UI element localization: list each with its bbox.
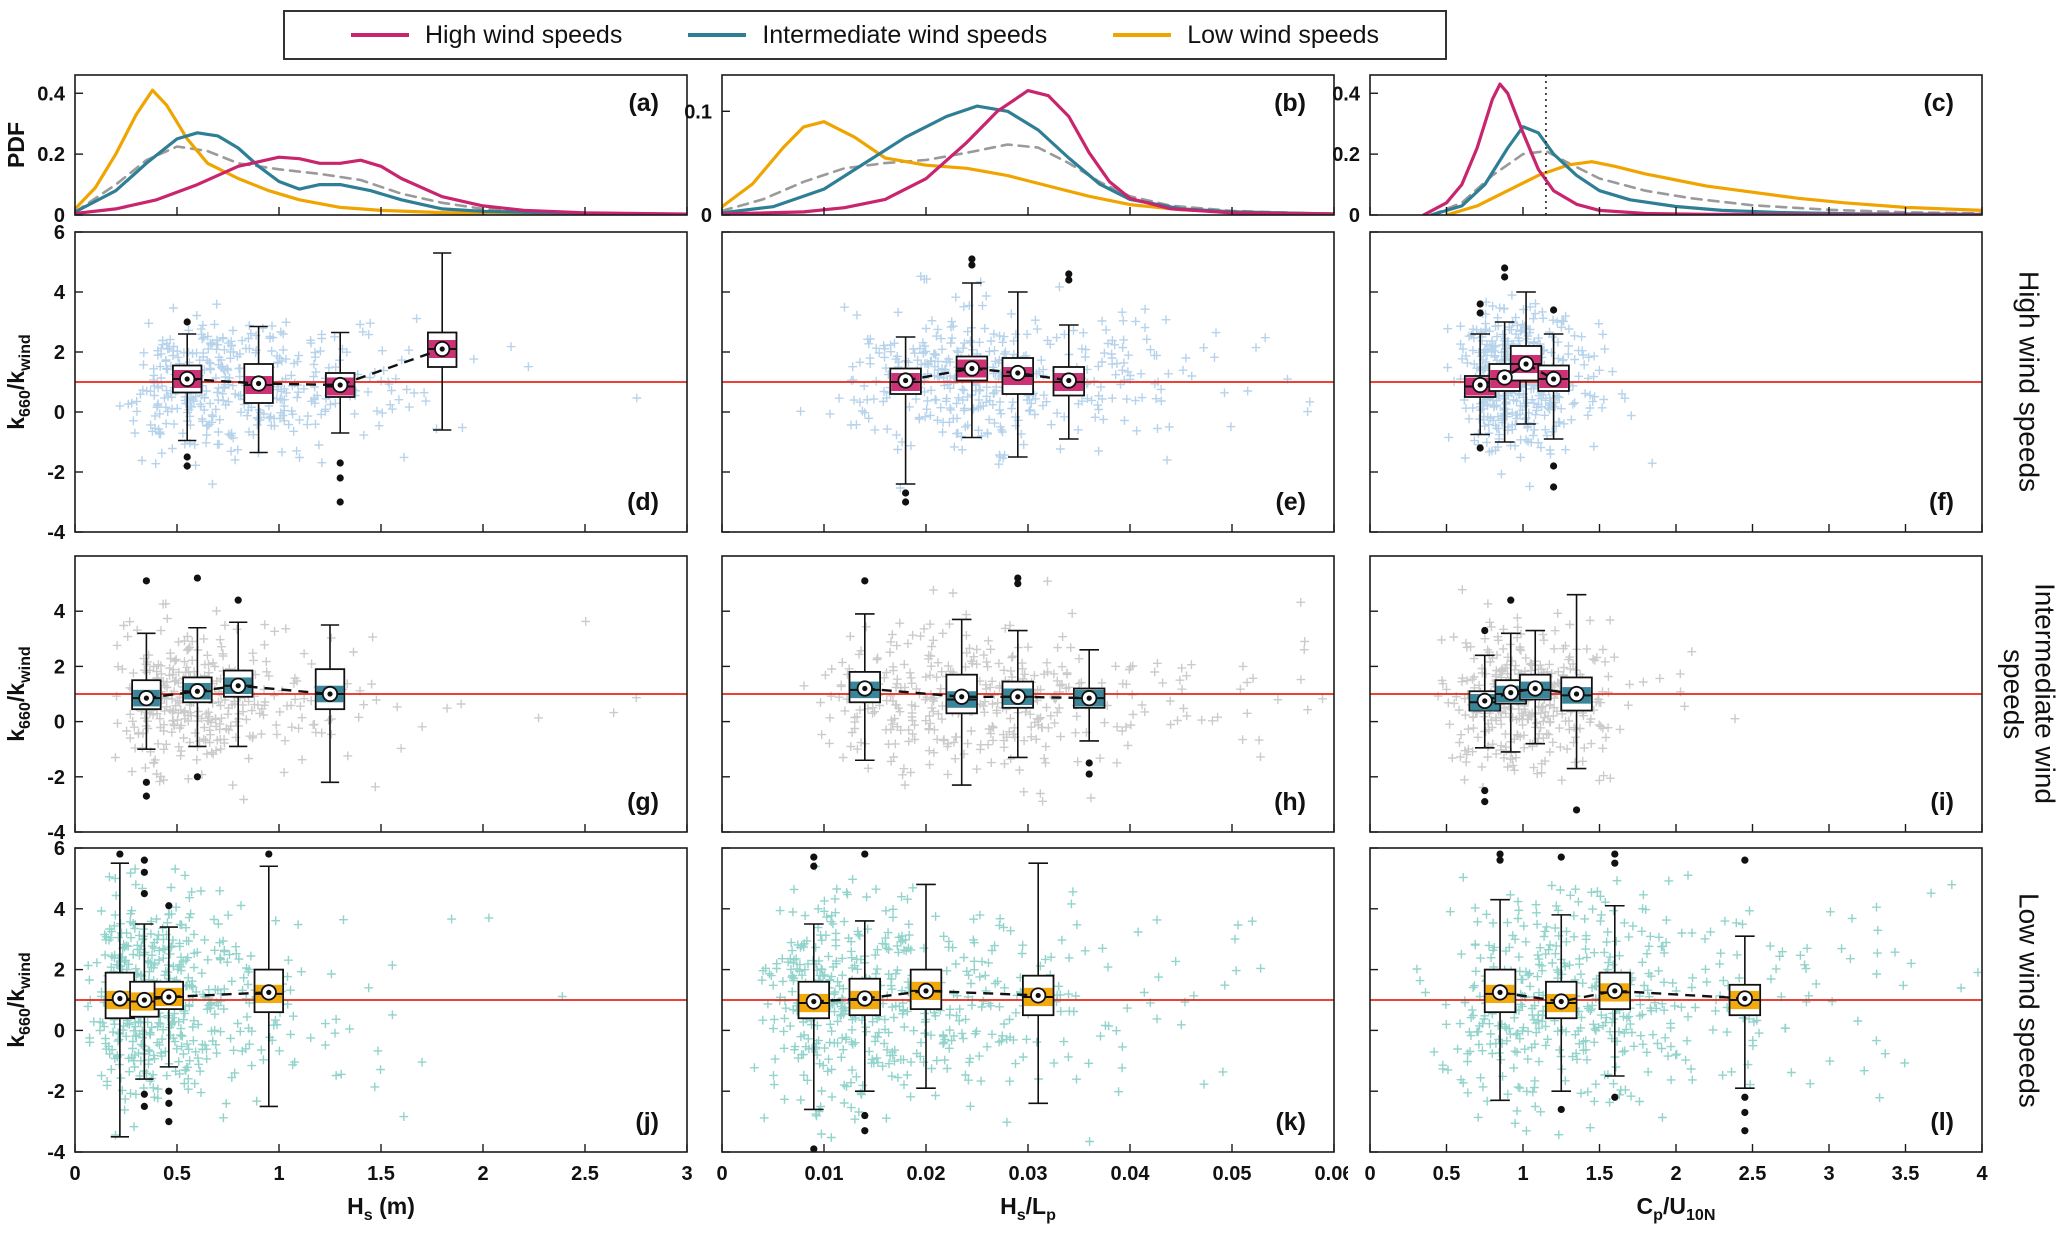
- svg-text:1: 1: [1517, 1163, 1528, 1185]
- panel-b: 0 0.1 (b): [684, 74, 1335, 227]
- svg-text:(g): (g): [627, 788, 659, 816]
- svg-text:(h): (h): [1274, 788, 1306, 816]
- svg-text:(i): (i): [1930, 788, 1954, 816]
- row-label-1: Intermediate wind speeds: [1994, 556, 2064, 832]
- svg-text:4: 4: [54, 282, 66, 304]
- panel-a: 0 0.2 0.4 (a) PDF: [3, 74, 688, 227]
- svg-text:2.5: 2.5: [571, 1163, 599, 1185]
- svg-text:0.5: 0.5: [1433, 1163, 1461, 1185]
- row-label-0: High wind speeds: [1994, 232, 2064, 532]
- panel-l: 0 0.5 1 1.5 2 2.5 3 3.5 4 (l) Cp/U10N: [1364, 847, 1988, 1224]
- row-label-text: High wind speeds: [2013, 271, 2045, 493]
- svg-text:0: 0: [1364, 1163, 1375, 1185]
- svg-text:1.5: 1.5: [367, 1163, 395, 1185]
- svg-text:k660/kwind: k660/kwind: [3, 952, 34, 1048]
- svg-text:0: 0: [54, 1020, 65, 1042]
- panel-h: (h): [721, 555, 1335, 833]
- svg-text:0: 0: [701, 205, 712, 227]
- svg-text:0.5: 0.5: [163, 1163, 191, 1185]
- svg-text:2: 2: [1670, 1163, 1681, 1185]
- svg-text:-4: -4: [47, 522, 66, 544]
- legend-line-swatch: [350, 33, 409, 37]
- svg-text:(k): (k): [1275, 1108, 1306, 1136]
- svg-text:0: 0: [54, 712, 65, 734]
- svg-text:(c): (c): [1923, 89, 1954, 117]
- svg-text:-2: -2: [47, 462, 65, 484]
- svg-text:0: 0: [1349, 205, 1360, 227]
- panel-i: (i): [1369, 555, 1983, 833]
- svg-text:2: 2: [477, 1163, 488, 1185]
- svg-text:3: 3: [681, 1163, 692, 1185]
- svg-text:0: 0: [69, 1163, 80, 1185]
- svg-text:0.1: 0.1: [684, 101, 712, 123]
- svg-text:0.05: 0.05: [1213, 1163, 1252, 1185]
- svg-text:0.4: 0.4: [1332, 83, 1361, 105]
- legend-line-swatch: [1113, 33, 1172, 37]
- svg-text:Hs/Lp: Hs/Lp: [1000, 1193, 1056, 1224]
- legend-label: High wind speeds: [424, 20, 623, 49]
- panel-d: -4 -2 0 2 4 6 (d) k660/kwind: [3, 222, 688, 544]
- svg-text:4: 4: [1976, 1163, 1988, 1185]
- panel-j: 0 0.5 1 1.5 2 2.5 3 -4 -2 0 2 4 6 (j) Hs (m) k660/kwind: [3, 838, 693, 1224]
- svg-text:1: 1: [273, 1163, 284, 1185]
- svg-text:4: 4: [54, 899, 66, 921]
- svg-text:0.01: 0.01: [805, 1163, 844, 1185]
- row-label-2: Low wind speeds: [1994, 848, 2064, 1152]
- svg-text:-4: -4: [47, 1142, 66, 1164]
- svg-text:k660/kwind: k660/kwind: [3, 646, 34, 742]
- svg-text:-2: -2: [47, 1081, 65, 1103]
- svg-text:0: 0: [716, 1163, 727, 1185]
- svg-text:1.5: 1.5: [1586, 1163, 1614, 1185]
- svg-text:0: 0: [54, 402, 65, 424]
- row-label-text: Low wind speeds: [2013, 892, 2045, 1108]
- legend-line-swatch: [688, 33, 747, 37]
- svg-text:Hs (m): Hs (m): [347, 1193, 415, 1224]
- legend-item-1: Intermediate wind speeds: [688, 21, 1047, 50]
- legend-item-2: Low wind speeds: [1113, 21, 1379, 50]
- svg-text:2: 2: [54, 342, 65, 364]
- svg-text:0.2: 0.2: [1332, 144, 1360, 166]
- svg-text:Cp/U10N: Cp/U10N: [1637, 1193, 1716, 1224]
- svg-text:3.5: 3.5: [1892, 1163, 1920, 1185]
- legend-label: Intermediate wind speeds: [762, 20, 1048, 49]
- legend-item-0: High wind speeds: [350, 20, 623, 50]
- row-label-text: Intermediate wind speeds: [1998, 583, 2061, 805]
- svg-text:(d): (d): [627, 488, 659, 516]
- svg-text:-4: -4: [47, 822, 66, 844]
- svg-text:(e): (e): [1275, 488, 1306, 516]
- svg-text:PDF: PDF: [3, 122, 29, 168]
- svg-text:0.02: 0.02: [907, 1163, 946, 1185]
- legend-label: Low wind speeds: [1187, 20, 1379, 49]
- svg-text:(j): (j): [635, 1108, 659, 1136]
- svg-text:2: 2: [54, 960, 65, 982]
- legend: High wind speeds Intermediate wind speeds…: [283, 10, 1447, 60]
- svg-text:2.5: 2.5: [1739, 1163, 1767, 1185]
- panel-f: (f): [1369, 231, 1983, 533]
- svg-text:0.4: 0.4: [37, 83, 66, 105]
- panel-e: (e): [721, 231, 1335, 533]
- svg-text:0: 0: [54, 205, 65, 227]
- svg-text:6: 6: [54, 838, 65, 860]
- svg-text:(f): (f): [1929, 488, 1954, 516]
- svg-text:6: 6: [54, 222, 65, 244]
- panel-c: 0 0.2 0.4 (c): [1332, 74, 1983, 227]
- svg-text:(a): (a): [628, 89, 659, 117]
- svg-text:2: 2: [54, 656, 65, 678]
- svg-text:0.03: 0.03: [1009, 1163, 1048, 1185]
- svg-text:4: 4: [54, 601, 66, 623]
- svg-text:3: 3: [1823, 1163, 1834, 1185]
- panel-k: 0 0.01 0.02 0.03 0.04 0.05 0.06 (k) Hs/Lp: [716, 847, 1348, 1224]
- svg-text:(b): (b): [1274, 89, 1306, 117]
- svg-text:0.06: 0.06: [1315, 1163, 1348, 1185]
- svg-text:0.2: 0.2: [37, 144, 65, 166]
- svg-text:(l): (l): [1930, 1108, 1954, 1136]
- svg-text:-2: -2: [47, 767, 65, 789]
- svg-text:0.04: 0.04: [1111, 1163, 1151, 1185]
- panel-g: -4 -2 0 2 4 (g) k660/kwind: [3, 555, 688, 844]
- svg-text:k660/kwind: k660/kwind: [3, 334, 34, 430]
